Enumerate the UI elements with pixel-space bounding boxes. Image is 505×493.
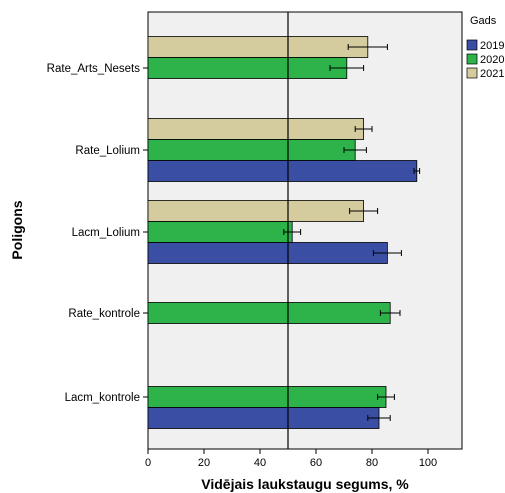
bar-2021-Rate_Lolium bbox=[147, 118, 365, 140]
error-bar-2020-Lacm_Lolium bbox=[283, 229, 302, 235]
category-label: Rate_Lolium bbox=[75, 145, 140, 157]
bar-2019-Rate_Lolium bbox=[147, 160, 418, 182]
error-bar-2020-Rate_Arts_Nesets bbox=[329, 65, 365, 71]
legend-item-2020: 2020 bbox=[466, 53, 504, 66]
legend-swatch bbox=[466, 53, 478, 65]
y-axis-title: Poligons bbox=[9, 200, 25, 259]
x-tick-label: 0 bbox=[145, 457, 151, 469]
x-tick-label: 40 bbox=[254, 457, 266, 469]
legend-swatch bbox=[466, 67, 478, 79]
error-bar-2019-Rate_Lolium bbox=[413, 168, 421, 174]
bar-2020-Rate_Arts_Nesets bbox=[147, 57, 348, 79]
bar-2019-Lacm_kontrole bbox=[147, 407, 380, 429]
legend-label: 2020 bbox=[480, 54, 504, 66]
legend-label: 2021 bbox=[480, 68, 504, 80]
category-label: Lacm_kontrole bbox=[65, 392, 140, 404]
bar-2020-Lacm_kontrole bbox=[147, 386, 387, 408]
x-tick-label: 80 bbox=[366, 457, 378, 469]
error-bar-2021-Rate_Arts_Nesets bbox=[347, 44, 388, 50]
legend-title: Gads bbox=[470, 15, 497, 27]
error-bar-2021-Rate_Lolium bbox=[354, 126, 373, 132]
legend-label: 2019 bbox=[480, 40, 504, 52]
category-label: Lacm_Lolium bbox=[72, 227, 140, 239]
category-label: Rate_Arts_Nesets bbox=[47, 63, 141, 75]
error-bar-2020-Rate_Lolium bbox=[343, 147, 367, 153]
legend-item-2019: 2019 bbox=[466, 39, 504, 52]
error-bars-group bbox=[283, 44, 421, 421]
error-bar-2019-Lacm_Lolium bbox=[372, 250, 402, 256]
bar-2020-Lacm_Lolium bbox=[147, 221, 293, 243]
x-axis-ticks: 0 20 40 60 80 100 bbox=[145, 449, 437, 469]
bar-2020-Rate_Lolium bbox=[147, 139, 356, 161]
category-label: Rate_kontrole bbox=[68, 308, 140, 320]
bar-2021-Rate_Arts_Nesets bbox=[147, 36, 369, 58]
x-tick-label: 100 bbox=[419, 457, 437, 469]
x-tick-label: 20 bbox=[198, 457, 210, 469]
bar-2020-Rate_kontrole bbox=[147, 302, 391, 324]
x-axis-title: Vidējais laukstaugu segums, % bbox=[201, 476, 409, 492]
legend: Gads 2019 2020 2021 bbox=[466, 15, 504, 80]
error-bar-2020-Rate_kontrole bbox=[379, 310, 401, 316]
error-bar-2020-Lacm_kontrole bbox=[377, 394, 395, 400]
y-axis-categories: Rate_Arts_Nesets Rate_Lolium Lacm_Lolium Ra… bbox=[47, 63, 148, 404]
legend-swatch bbox=[466, 39, 478, 51]
x-tick-label: 60 bbox=[310, 457, 322, 469]
legend-item-2021: 2021 bbox=[466, 67, 504, 80]
error-bar-2019-Lacm_kontrole bbox=[367, 415, 391, 421]
error-bar-2021-Lacm_Lolium bbox=[349, 208, 379, 214]
bar-2019-Lacm_Lolium bbox=[147, 242, 388, 264]
bar-2021-Lacm_Lolium bbox=[147, 200, 365, 222]
